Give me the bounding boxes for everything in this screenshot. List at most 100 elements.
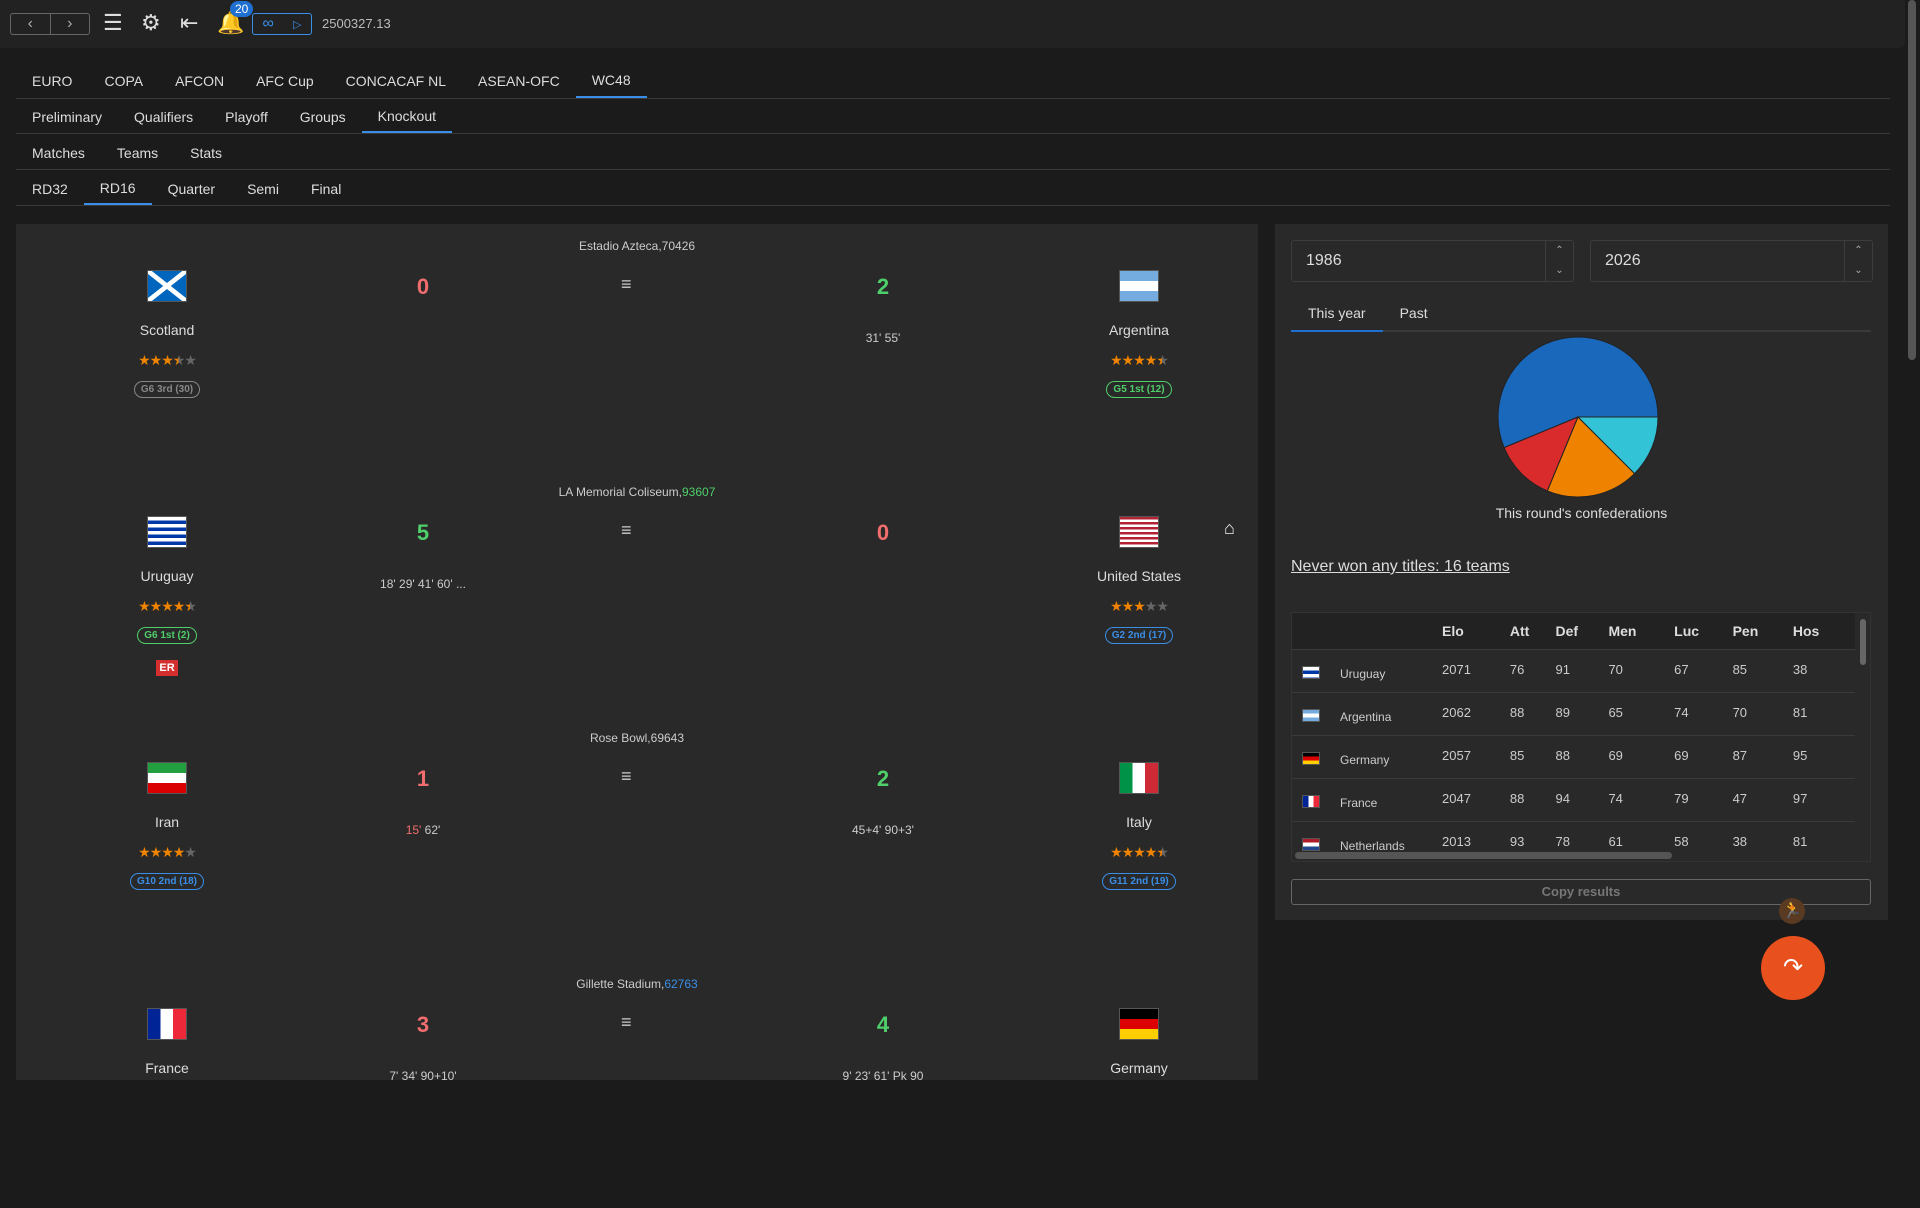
- team-name: Uruguay: [1340, 667, 1386, 681]
- back-icon[interactable]: ‹: [11, 14, 51, 34]
- team-name: Argentina: [1340, 710, 1392, 724]
- stadium-label: LA Memorial Coliseum,93607: [16, 485, 1258, 499]
- tab-qualifiers[interactable]: Qualifiers: [134, 108, 194, 125]
- tab-groups[interactable]: Groups: [299, 108, 346, 125]
- tab-asean-ofc[interactable]: ASEAN-OFC: [478, 72, 560, 89]
- tab-past[interactable]: Past: [1399, 305, 1428, 321]
- score-away: 2: [876, 766, 890, 791]
- goal-minutes-home: 7' 34' 90+10': [323, 1069, 523, 1083]
- match-card: Gillette Stadium,62763 ≡ France 3 7' 34' 90+…: [16, 962, 1258, 1208]
- menu-icon[interactable]: ☰: [103, 10, 123, 35]
- tab-teams[interactable]: Teams: [116, 144, 159, 161]
- team-away[interactable]: Argentina ★★★★★ G5 1st (12): [1059, 270, 1219, 398]
- to-year-value[interactable]: 2026: [1605, 252, 1641, 269]
- tab-semi[interactable]: Semi: [247, 180, 279, 197]
- match-menu-icon[interactable]: ≡: [621, 274, 632, 294]
- star-icon: ★: [161, 598, 174, 614]
- team-cell: Netherlands: [1292, 821, 1442, 861]
- flag-icon: [1119, 1008, 1159, 1040]
- score-home: 1: [416, 766, 430, 791]
- team-home[interactable]: Iran ★★★★★ G10 2nd (18): [87, 762, 247, 890]
- column-header-elo[interactable]: Elo: [1442, 613, 1510, 649]
- chevron-down-icon[interactable]: ⌄: [1854, 265, 1863, 276]
- team-away[interactable]: Germany: [1059, 1008, 1219, 1076]
- page-scrollbar[interactable]: [1908, 0, 1916, 360]
- table-row[interactable]: Argentina 2062 88 89 65 74 70 81: [1292, 691, 1855, 735]
- score-home: 3: [416, 1012, 430, 1037]
- gear-icon[interactable]: ⚙: [141, 10, 161, 35]
- stadium-name: Estadio Azteca,: [578, 239, 662, 253]
- rating-stars: ★★★★★: [1059, 598, 1219, 615]
- column-header-hos[interactable]: Hos: [1792, 613, 1855, 649]
- chevron-up-icon[interactable]: ⌃: [1854, 245, 1863, 256]
- match-menu-icon[interactable]: ≡: [621, 766, 632, 786]
- autoplay-toggle[interactable]: ∞ ▷: [252, 13, 312, 35]
- star-icon: ★: [1133, 598, 1146, 614]
- star-icon: ★: [1110, 844, 1123, 860]
- tab-concacaf-nl[interactable]: CONCACAF NL: [345, 72, 447, 89]
- tab-afc-cup[interactable]: AFC Cup: [256, 72, 314, 89]
- star-icon: ★: [1121, 598, 1135, 614]
- match-menu-icon[interactable]: ≡: [621, 1012, 632, 1032]
- tab-final[interactable]: Final: [310, 180, 342, 197]
- tab-afcon[interactable]: AFCON: [175, 72, 225, 89]
- table-row[interactable]: Uruguay 2071 76 91 70 67 85 38: [1292, 648, 1855, 692]
- star-icon: ★: [1144, 352, 1158, 368]
- running-icon[interactable]: 🏃: [1779, 898, 1805, 924]
- team-home[interactable]: Uruguay ★★★★★ G6 1st (2) ER: [87, 516, 247, 676]
- team-name: Uruguay: [140, 568, 194, 584]
- flag-icon: [1302, 838, 1320, 851]
- team-away[interactable]: Italy ★★★★★ G11 2nd (19): [1059, 762, 1219, 890]
- tab-rd16[interactable]: RD16: [83, 172, 152, 205]
- never-won-link[interactable]: Never won any titles: 16 teams: [1291, 558, 1510, 575]
- tab-preliminary[interactable]: Preliminary: [32, 108, 103, 125]
- team-away[interactable]: United States ★★★★★ G2 2nd (17): [1059, 516, 1219, 644]
- tab-stats[interactable]: Stats: [190, 144, 223, 161]
- team-home[interactable]: France: [87, 1008, 247, 1076]
- forward-icon[interactable]: ›: [67, 15, 73, 32]
- stat-cell: 76: [1509, 648, 1556, 692]
- goal-minutes: 7' 34' 90+10': [389, 1069, 457, 1083]
- tab-matches[interactable]: Matches: [32, 144, 85, 161]
- copy-results-button[interactable]: Copy results: [1291, 879, 1871, 905]
- home-icon[interactable]: ⌂: [1224, 518, 1235, 538]
- tab-playoff[interactable]: Playoff: [225, 108, 268, 125]
- table-row[interactable]: France 2047 88 94 74 79 47 97: [1292, 777, 1855, 821]
- stat-cell: 69: [1674, 734, 1733, 778]
- chevron-up-icon[interactable]: ⌃: [1555, 245, 1564, 256]
- column-header-pen[interactable]: Pen: [1732, 613, 1793, 649]
- tab-euro[interactable]: EURO: [32, 72, 73, 89]
- rating-stars: ★★★★★: [1059, 352, 1219, 369]
- from-year-value[interactable]: 1986: [1306, 252, 1342, 269]
- tab-this-year[interactable]: This year: [1291, 296, 1383, 332]
- share-button[interactable]: ↷: [1761, 936, 1825, 1000]
- competition-tabs: EURO COPA AFCON AFC Cup CONCACAF NL ASEAN-OFC…: [16, 63, 1890, 99]
- team-name: Argentina: [1109, 322, 1169, 338]
- infinity-icon: ∞: [262, 15, 274, 32]
- match-card: Rose Bowl,69643 ≡ Iran ★★★★★ G10 2nd (18) 1 15…: [16, 716, 1258, 962]
- table-row[interactable]: Germany 2057 85 88 69 69 87 95: [1292, 734, 1855, 778]
- column-header-att[interactable]: Att: [1509, 613, 1556, 649]
- pie-slice: [1546, 416, 1636, 498]
- chevron-down-icon[interactable]: ⌄: [1555, 265, 1564, 276]
- vertical-scrollbar[interactable]: [1860, 619, 1866, 665]
- login-icon[interactable]: ⇤: [180, 10, 199, 35]
- tab-quarter[interactable]: Quarter: [167, 180, 216, 197]
- star-half-icon: ★: [184, 598, 197, 614]
- team-home[interactable]: Scotland ★★★★★ G6 3rd (30): [87, 270, 247, 398]
- column-header-luc[interactable]: Luc: [1674, 613, 1733, 649]
- column-header-def[interactable]: Def: [1555, 613, 1609, 649]
- tab-wc48[interactable]: WC48: [575, 63, 647, 98]
- from-year-spinner[interactable]: 1986 ⌃ ⌄: [1291, 240, 1574, 282]
- star-icon: ★: [1144, 598, 1158, 614]
- tab-copa[interactable]: COPA: [104, 72, 144, 89]
- column-header-men[interactable]: Men: [1608, 613, 1675, 649]
- goal-minutes-away: 45+4' 90+3': [783, 823, 983, 837]
- star-icon: ★: [161, 844, 174, 860]
- horizontal-scrollbar[interactable]: [1295, 852, 1672, 859]
- match-menu-icon[interactable]: ≡: [621, 520, 632, 540]
- group-badge: G6 1st (2): [137, 627, 197, 644]
- to-year-spinner[interactable]: 2026 ⌃ ⌄: [1590, 240, 1873, 282]
- tab-knockout[interactable]: Knockout: [361, 100, 452, 133]
- tab-rd32[interactable]: RD32: [32, 180, 68, 197]
